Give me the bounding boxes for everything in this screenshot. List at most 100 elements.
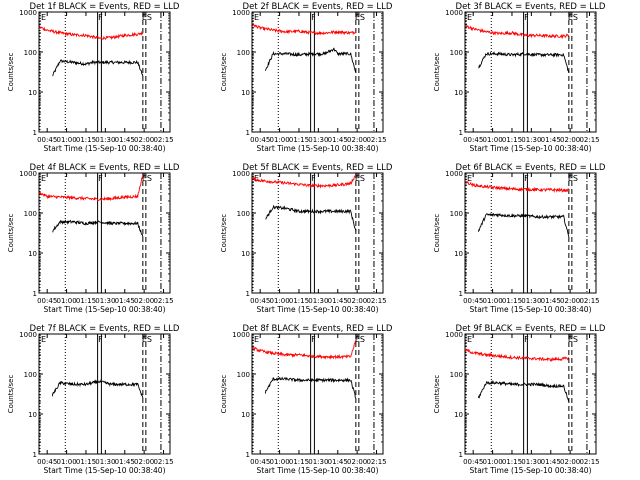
- x-axis-label-2: Start Time (15-Sep-10 00:38:40): [257, 144, 379, 153]
- x-tick-label-4: 01:00: [56, 297, 76, 305]
- x-tick-label-8: 01:30: [308, 458, 328, 466]
- y-tick-label-3: 1: [459, 129, 463, 137]
- x-axis-label-1: Start Time (15-Sep-10 00:38:40): [44, 144, 166, 153]
- x-tick-label-3: 01:15: [502, 136, 522, 144]
- y-tick-label-6: 1: [459, 290, 463, 298]
- x-tick-label-1: 01:15: [76, 136, 96, 144]
- y-tick-label-7: 1000: [19, 331, 37, 339]
- marker-label-f-9: F: [524, 335, 529, 344]
- x-tick-label-6: 00:45: [463, 297, 483, 305]
- y-tick-label-8: 100: [237, 371, 250, 379]
- x-tick-label-9: 00:45: [463, 458, 483, 466]
- x-axis-label-4: Start Time (15-Sep-10 00:38:40): [44, 305, 166, 314]
- x-tick-label-5: 01:15: [289, 297, 309, 305]
- y-axis-label-6: Counts/sec: [433, 214, 441, 253]
- lld-series-9: [464, 348, 570, 363]
- x-tick-label-3: 00:45: [463, 136, 483, 144]
- lld-series-2: [252, 22, 357, 36]
- marker-label-f-1: F: [98, 13, 103, 22]
- marker-label-f-2: F: [311, 13, 316, 22]
- x-tick-label-2: 01:45: [328, 136, 348, 144]
- x-tick-label-6: 02:15: [579, 297, 599, 305]
- y-tick-label-7: 1: [33, 451, 37, 459]
- x-tick-label-4: 02:15: [153, 297, 173, 305]
- y-tick-label-3: 1000: [445, 9, 463, 17]
- chart-title-1: Det 1f BLACK = Events, RED = LLD: [30, 2, 180, 12]
- y-axis-label-8: Counts/sec: [220, 375, 228, 414]
- events-series-3: [478, 51, 570, 74]
- x-tick-label-2: 00:45: [250, 136, 270, 144]
- marker-label-e-5: E: [254, 174, 259, 183]
- marker-label-es-9: ES: [568, 335, 578, 344]
- lld-series-6: [465, 181, 570, 193]
- marker-label-e-6: E: [467, 174, 472, 183]
- x-tick-label-7: 00:45: [37, 458, 57, 466]
- y-tick-label-2: 1: [246, 129, 250, 137]
- events-series-8: [264, 376, 357, 399]
- x-tick-label-1: 01:45: [115, 136, 135, 144]
- x-tick-label-4: 01:45: [115, 297, 135, 305]
- marker-label-e-8: E: [254, 335, 259, 344]
- y-tick-label-9: 1: [459, 451, 463, 459]
- y-tick-label-8: 1: [246, 451, 250, 459]
- x-axis-label-3: Start Time (15-Sep-10 00:38:40): [470, 144, 592, 153]
- x-tick-label-4: 01:30: [95, 297, 115, 305]
- marker-label-es-6: ES: [568, 174, 578, 183]
- plot-frame-9: [464, 333, 597, 455]
- events-series-2: [264, 47, 357, 74]
- y-axis-label-2: Counts/sec: [220, 53, 228, 92]
- events-series-9: [477, 379, 570, 403]
- marker-label-e-2: E: [254, 13, 259, 22]
- marker-label-e-7: E: [41, 335, 46, 344]
- lld-series-1: [38, 25, 144, 41]
- chart-title-2: Det 2f BLACK = Events, RED = LLD: [243, 2, 393, 12]
- events-series-6: [477, 212, 570, 238]
- marker-label-e-9: E: [467, 335, 472, 344]
- y-tick-label-5: 1000: [232, 170, 250, 178]
- plot-frame-2: [251, 11, 384, 133]
- x-tick-label-3: 02:00: [560, 136, 580, 144]
- y-tick-label-4: 10: [28, 250, 37, 258]
- y-tick-label-4: 100: [24, 210, 37, 218]
- x-axis-label-8: Start Time (15-Sep-10 00:38:40): [257, 466, 379, 475]
- x-tick-label-2: 01:30: [308, 136, 328, 144]
- y-tick-label-4: 1: [33, 290, 37, 298]
- plot-frame-7: [38, 333, 171, 455]
- marker-label-f-7: F: [98, 335, 103, 344]
- x-tick-label-1: 01:00: [56, 136, 76, 144]
- chart-title-7: Det 7f BLACK = Events, RED = LLD: [30, 324, 180, 334]
- y-tick-label-3: 10: [454, 89, 463, 97]
- events-series-4: [52, 219, 144, 238]
- x-tick-label-7: 01:00: [56, 458, 76, 466]
- y-tick-label-2: 1000: [232, 9, 250, 17]
- marker-label-es-2: ES: [355, 13, 365, 22]
- plot-frame-5: [251, 172, 384, 294]
- lld-series-8: [251, 339, 357, 360]
- x-tick-label-4: 01:15: [76, 297, 96, 305]
- y-tick-label-8: 10: [241, 411, 250, 419]
- y-tick-label-6: 10: [454, 250, 463, 258]
- y-tick-label-9: 1000: [445, 331, 463, 339]
- x-tick-label-9: 01:30: [521, 458, 541, 466]
- plot-frame-4: [38, 172, 171, 294]
- plot-frame-6: [464, 172, 597, 294]
- x-tick-label-2: 02:15: [366, 136, 386, 144]
- chart-title-4: Det 4f BLACK = Events, RED = LLD: [30, 163, 180, 173]
- marker-label-es-8: ES: [355, 335, 365, 344]
- x-tick-label-1: 00:45: [37, 136, 57, 144]
- y-axis-label-3: Counts/sec: [433, 53, 441, 92]
- x-tick-label-1: 02:15: [153, 136, 173, 144]
- y-axis-label-4: Counts/sec: [7, 214, 15, 253]
- y-axis-label-9: Counts/sec: [433, 375, 441, 414]
- x-tick-label-8: 02:15: [366, 458, 386, 466]
- x-tick-label-5: 01:30: [308, 297, 328, 305]
- plot-frame-8: [251, 333, 384, 455]
- marker-label-es-7: ES: [142, 335, 152, 344]
- y-tick-label-9: 100: [450, 371, 463, 379]
- y-tick-label-9: 10: [454, 411, 463, 419]
- y-tick-label-1: 100: [24, 49, 37, 57]
- marker-label-f-3: F: [524, 13, 529, 22]
- marker-label-es-3: ES: [568, 13, 578, 22]
- x-tick-label-6: 01:00: [482, 297, 502, 305]
- lld-series-4: [38, 174, 144, 202]
